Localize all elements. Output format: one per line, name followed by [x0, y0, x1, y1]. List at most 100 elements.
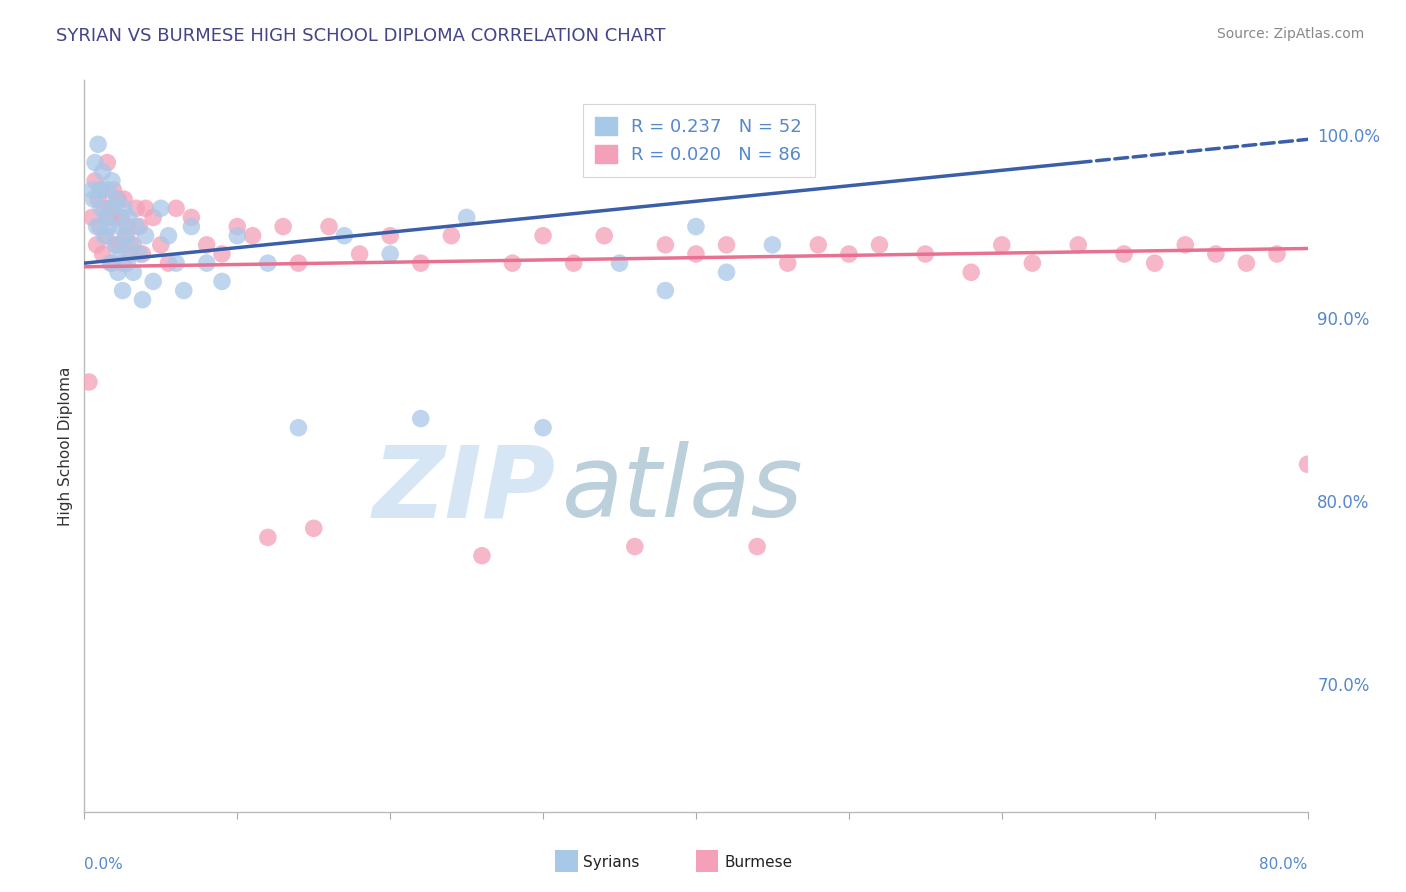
Point	[83, 192, 105, 206]
Point	[135, 228, 157, 243]
Point	[165, 256, 187, 270]
Point	[112, 202, 135, 216]
Point	[287, 421, 309, 435]
Point	[108, 219, 131, 234]
Point	[94, 228, 117, 243]
Point	[122, 238, 145, 252]
Point	[409, 256, 432, 270]
Point	[80, 183, 103, 197]
Point	[77, 375, 100, 389]
Text: 0.0%: 0.0%	[84, 857, 124, 872]
Point	[110, 211, 132, 225]
Point	[1114, 247, 1136, 261]
Point	[195, 238, 218, 252]
Point	[333, 228, 356, 243]
Point	[991, 238, 1014, 252]
Point	[747, 540, 769, 554]
Point	[1296, 458, 1319, 472]
Point	[104, 238, 127, 252]
Point	[128, 247, 150, 261]
Point	[226, 219, 249, 234]
Point	[287, 256, 309, 270]
Point	[96, 183, 118, 197]
Point	[173, 284, 195, 298]
Point	[96, 155, 118, 169]
Point	[108, 238, 131, 252]
Point	[91, 247, 114, 261]
Point	[105, 192, 128, 206]
Point	[93, 202, 115, 216]
Point	[103, 202, 125, 216]
Point	[122, 265, 145, 279]
Point	[195, 256, 218, 270]
Text: Burmese: Burmese	[724, 855, 792, 870]
Point	[149, 202, 172, 216]
Point	[271, 219, 294, 234]
Text: SYRIAN VS BURMESE HIGH SCHOOL DIPLOMA CORRELATION CHART: SYRIAN VS BURMESE HIGH SCHOOL DIPLOMA CO…	[56, 27, 665, 45]
Point	[114, 228, 136, 243]
Point	[502, 256, 524, 270]
Point	[110, 247, 132, 261]
Point	[180, 219, 202, 234]
Point	[101, 256, 124, 270]
Point	[257, 531, 280, 545]
Point	[98, 202, 121, 216]
Point	[115, 219, 138, 234]
Point	[242, 228, 264, 243]
Point	[101, 174, 124, 188]
Point	[960, 265, 983, 279]
Point	[531, 421, 554, 435]
Point	[440, 228, 463, 243]
Point	[349, 247, 371, 261]
Point	[1205, 247, 1227, 261]
Point	[89, 219, 111, 234]
Point	[142, 275, 165, 289]
Point	[105, 238, 128, 252]
Point	[87, 192, 110, 206]
Point	[90, 183, 112, 197]
Point	[114, 228, 136, 243]
Point	[685, 219, 707, 234]
Point	[531, 228, 554, 243]
Point	[1143, 256, 1166, 270]
Point	[654, 284, 676, 298]
Point	[165, 202, 187, 216]
Point	[131, 247, 153, 261]
Point	[93, 228, 115, 243]
Point	[125, 219, 148, 234]
Text: 80.0%: 80.0%	[1260, 857, 1308, 872]
Point	[149, 238, 172, 252]
Point	[838, 247, 860, 261]
Point	[111, 256, 134, 270]
Point	[107, 265, 129, 279]
Point	[125, 202, 148, 216]
Text: atlas: atlas	[561, 442, 803, 539]
Point	[157, 256, 180, 270]
Point	[914, 247, 936, 261]
Point	[84, 155, 107, 169]
Point	[456, 211, 478, 225]
Point	[1372, 247, 1395, 261]
Point	[80, 211, 103, 225]
Point	[257, 256, 280, 270]
Point	[226, 228, 249, 243]
Point	[90, 202, 112, 216]
Point	[107, 192, 129, 206]
Point	[120, 238, 142, 252]
Point	[112, 192, 135, 206]
Point	[624, 540, 647, 554]
Point	[97, 219, 120, 234]
Point	[98, 256, 121, 270]
Y-axis label: High School Diploma: High School Diploma	[58, 367, 73, 525]
Point	[86, 219, 108, 234]
Point	[716, 238, 738, 252]
Point	[87, 137, 110, 152]
Text: Source: ZipAtlas.com: Source: ZipAtlas.com	[1216, 27, 1364, 41]
Point	[302, 521, 325, 535]
Point	[103, 183, 125, 197]
Point	[1236, 256, 1258, 270]
Point	[654, 238, 676, 252]
Point	[131, 293, 153, 307]
Point	[593, 228, 616, 243]
Point	[211, 275, 233, 289]
